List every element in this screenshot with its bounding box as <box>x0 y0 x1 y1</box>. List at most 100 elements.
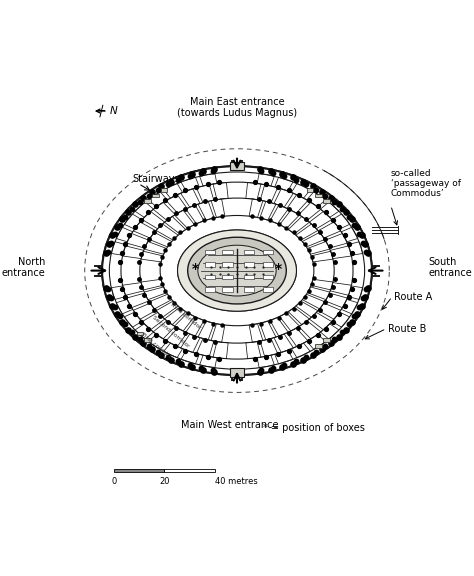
Polygon shape <box>330 246 351 259</box>
Bar <box>230 162 244 170</box>
Ellipse shape <box>102 166 372 375</box>
Polygon shape <box>181 350 199 364</box>
Polygon shape <box>181 177 199 191</box>
Polygon shape <box>111 242 126 255</box>
Text: 0: 0 <box>111 478 116 486</box>
Bar <box>307 188 313 192</box>
Polygon shape <box>270 317 288 336</box>
Polygon shape <box>288 217 310 234</box>
Polygon shape <box>311 279 333 290</box>
Polygon shape <box>164 184 182 198</box>
Polygon shape <box>249 324 263 342</box>
Text: so-called
‘passageway of
Commodus’: so-called ‘passageway of Commodus’ <box>391 169 461 199</box>
Polygon shape <box>246 183 261 200</box>
Polygon shape <box>332 214 350 229</box>
Polygon shape <box>124 312 142 327</box>
Bar <box>244 275 255 279</box>
Polygon shape <box>320 202 339 217</box>
Polygon shape <box>156 224 178 240</box>
Polygon shape <box>186 317 204 336</box>
Polygon shape <box>260 339 278 357</box>
Polygon shape <box>270 205 288 223</box>
Text: *: * <box>192 262 199 276</box>
Bar <box>205 262 215 267</box>
Bar <box>161 188 167 192</box>
Polygon shape <box>318 222 341 238</box>
Polygon shape <box>144 287 166 300</box>
Bar <box>137 332 143 335</box>
Ellipse shape <box>178 230 296 311</box>
Polygon shape <box>213 183 228 200</box>
Text: Route B: Route B <box>388 324 426 334</box>
Bar <box>244 287 255 292</box>
Polygon shape <box>116 300 133 314</box>
Bar <box>222 249 233 255</box>
Bar <box>263 275 273 279</box>
Polygon shape <box>310 312 332 329</box>
Text: 20: 20 <box>159 478 170 486</box>
Bar <box>144 199 151 203</box>
Polygon shape <box>257 173 274 186</box>
Polygon shape <box>260 321 276 340</box>
Polygon shape <box>302 294 325 309</box>
Polygon shape <box>274 189 293 207</box>
Polygon shape <box>320 324 339 339</box>
Polygon shape <box>287 195 308 213</box>
Polygon shape <box>133 303 156 319</box>
Bar <box>164 469 215 472</box>
Polygon shape <box>311 251 333 262</box>
Polygon shape <box>149 294 172 309</box>
Polygon shape <box>280 313 300 331</box>
Polygon shape <box>260 185 278 203</box>
Polygon shape <box>123 246 144 259</box>
Bar <box>263 287 273 292</box>
Polygon shape <box>124 214 142 229</box>
Polygon shape <box>308 241 330 254</box>
Polygon shape <box>332 312 350 327</box>
Polygon shape <box>325 233 347 248</box>
Bar <box>144 338 151 342</box>
Polygon shape <box>127 233 149 248</box>
Polygon shape <box>280 210 300 228</box>
Polygon shape <box>249 199 263 218</box>
Text: * = position of boxes: * = position of boxes <box>263 423 365 433</box>
Polygon shape <box>123 283 144 295</box>
Polygon shape <box>181 334 200 353</box>
Text: *: * <box>275 262 282 276</box>
Polygon shape <box>164 217 186 234</box>
Ellipse shape <box>198 245 276 296</box>
Polygon shape <box>149 232 172 247</box>
Polygon shape <box>196 339 214 357</box>
Bar <box>323 199 330 203</box>
Polygon shape <box>200 355 217 367</box>
Bar <box>244 249 255 255</box>
Text: Main West entrance: Main West entrance <box>181 420 279 430</box>
Polygon shape <box>116 228 133 242</box>
Polygon shape <box>274 334 293 353</box>
Bar <box>244 262 255 267</box>
Polygon shape <box>330 283 351 295</box>
Bar <box>205 275 215 279</box>
Polygon shape <box>246 342 261 359</box>
Text: Third corridor: Third corridor <box>168 301 201 330</box>
Bar <box>114 469 164 472</box>
Polygon shape <box>299 321 321 339</box>
Text: North
entrance: North entrance <box>2 257 46 278</box>
Bar <box>205 287 215 292</box>
Polygon shape <box>148 334 167 350</box>
Polygon shape <box>288 308 310 325</box>
Polygon shape <box>292 343 310 358</box>
Polygon shape <box>348 286 363 300</box>
Polygon shape <box>156 301 178 317</box>
Polygon shape <box>198 321 214 340</box>
Ellipse shape <box>188 237 286 304</box>
Polygon shape <box>181 189 200 207</box>
Polygon shape <box>111 286 126 300</box>
Polygon shape <box>211 324 225 342</box>
Polygon shape <box>307 334 326 350</box>
Polygon shape <box>348 242 363 255</box>
Polygon shape <box>174 210 194 228</box>
Polygon shape <box>186 205 204 223</box>
Polygon shape <box>310 211 332 229</box>
Polygon shape <box>127 293 149 308</box>
